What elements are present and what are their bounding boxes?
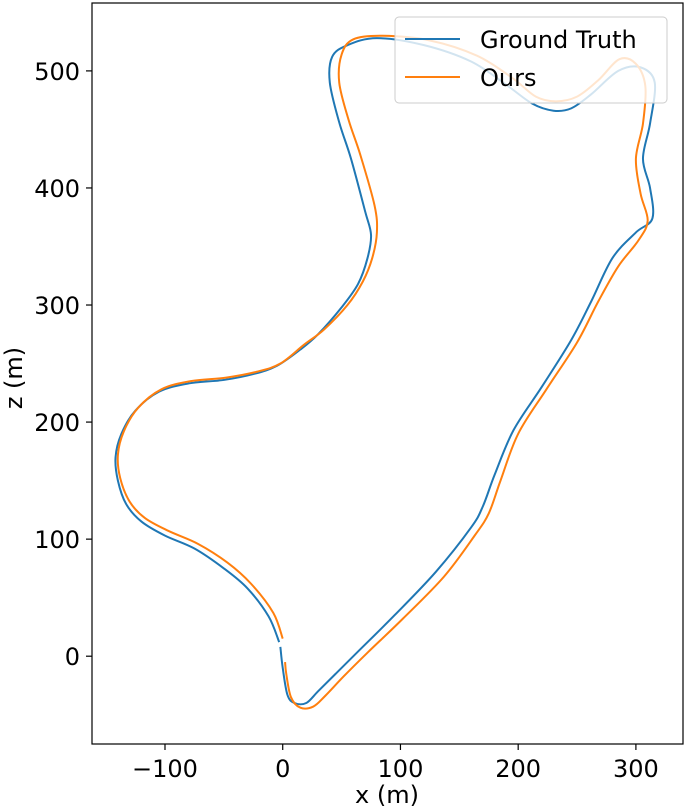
y-tick-label: 0 [65,643,80,671]
x-tick-label: 100 [378,755,424,783]
x-tick-label: −100 [132,755,198,783]
legend-box [394,16,668,104]
y-tick-label: 400 [34,175,80,203]
y-tick-label: 500 [34,58,80,86]
legend-label-ours: Ours [480,64,536,92]
x-tick-label: 200 [495,755,541,783]
legend-label-ground-truth: Ground Truth [480,26,637,54]
y-axis-label: z (m) [0,347,28,409]
x-tick-label: 0 [275,755,290,783]
plot-frame [91,2,684,745]
y-tick-label: 200 [34,409,80,437]
legend: Ground Truth Ours [394,16,668,104]
x-axis-label: x (m) [355,781,419,809]
y-tick-label: 100 [34,526,80,554]
tick-layer: −100 0 100 200 300 0 100 200 300 400 500 [34,58,659,783]
x-tick-label: 300 [613,755,659,783]
y-tick-label: 300 [34,292,80,320]
